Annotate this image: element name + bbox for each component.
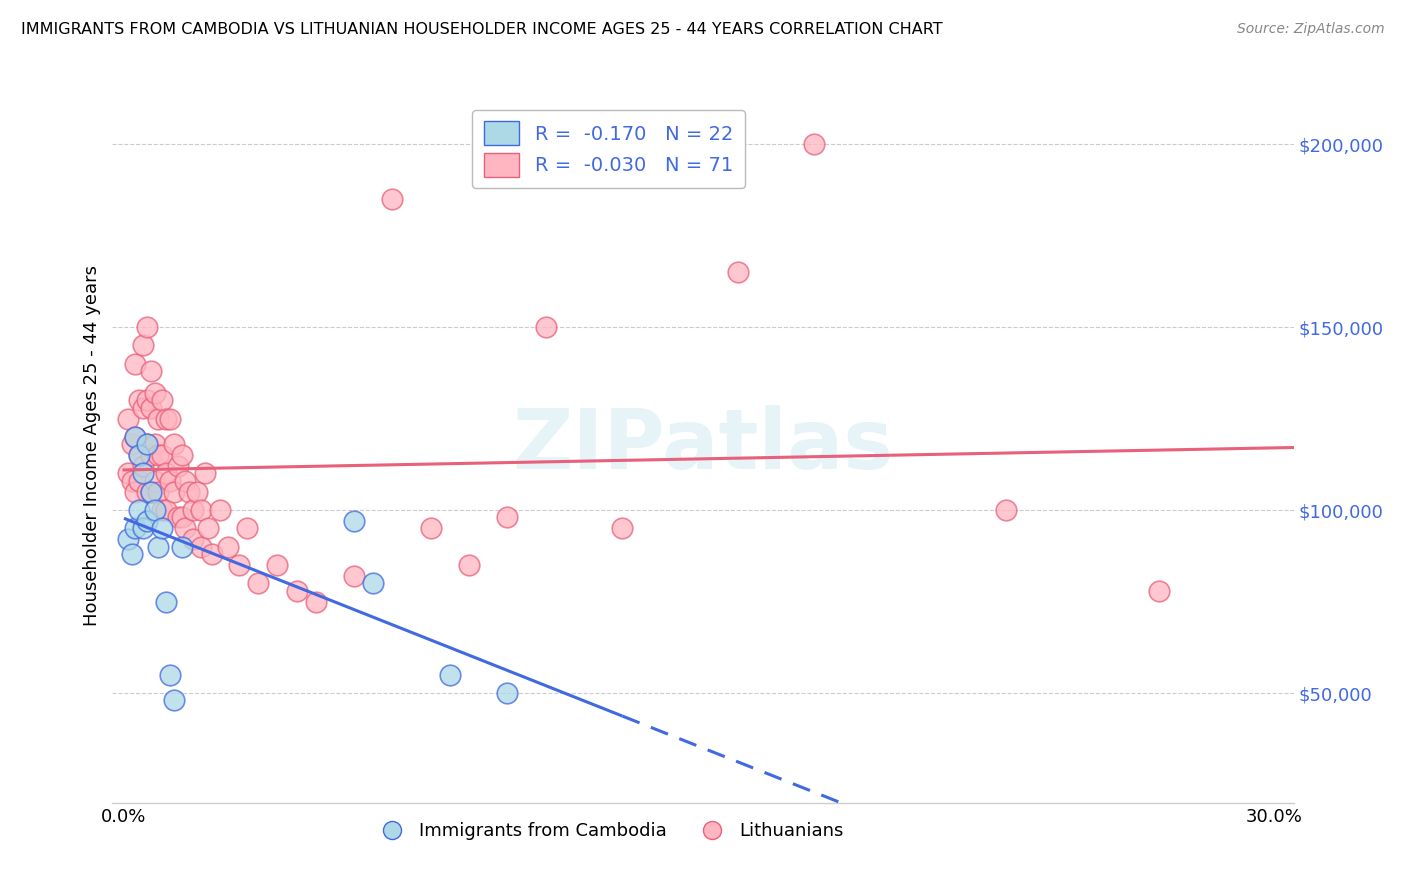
Point [197, 521, 219, 535]
Point [193, 467, 215, 481]
Point [136, 484, 159, 499]
Point [155, 594, 177, 608]
Point [181, 533, 204, 547]
Text: Source: ZipAtlas.com: Source: ZipAtlas.com [1237, 22, 1385, 37]
Point [124, 357, 146, 371]
Point [343, 514, 366, 528]
Point [170, 540, 193, 554]
Point [150, 448, 173, 462]
Point [496, 686, 519, 700]
Point [128, 393, 150, 408]
Point [139, 484, 162, 499]
Point [148, 540, 170, 554]
Point [181, 503, 204, 517]
Point [128, 474, 150, 488]
Point [150, 521, 173, 535]
Point [139, 484, 162, 499]
Point [266, 558, 288, 572]
Point [136, 393, 159, 408]
Point [128, 448, 150, 462]
Point [163, 437, 186, 451]
Point [166, 459, 188, 474]
Point [143, 474, 166, 488]
Point [139, 364, 162, 378]
Point [155, 467, 177, 481]
Point [166, 510, 188, 524]
Point [163, 693, 186, 707]
Point [159, 474, 181, 488]
Point [201, 547, 224, 561]
Point [170, 510, 193, 524]
Point [132, 338, 155, 352]
Point [235, 521, 257, 535]
Point [247, 576, 270, 591]
Point [803, 137, 825, 152]
Point [124, 430, 146, 444]
Point [121, 547, 143, 561]
Point [117, 467, 139, 481]
Point [217, 540, 239, 554]
Point [143, 503, 166, 517]
Point [534, 320, 557, 334]
Point [132, 467, 155, 481]
Point [343, 569, 366, 583]
Point [128, 503, 150, 517]
Point [136, 437, 159, 451]
Point [208, 503, 231, 517]
Point [136, 437, 159, 451]
Point [143, 437, 166, 451]
Point [727, 265, 749, 279]
Point [139, 448, 162, 462]
Point [121, 474, 143, 488]
Point [117, 533, 139, 547]
Point [148, 411, 170, 425]
Point [139, 401, 162, 415]
Point [150, 503, 173, 517]
Point [186, 484, 208, 499]
Point [143, 386, 166, 401]
Point [124, 484, 146, 499]
Point [458, 558, 481, 572]
Point [170, 448, 193, 462]
Point [305, 594, 328, 608]
Point [121, 437, 143, 451]
Point [361, 576, 384, 591]
Point [132, 521, 155, 535]
Point [174, 521, 197, 535]
Point [155, 503, 177, 517]
Point [159, 667, 181, 681]
Point [124, 521, 146, 535]
Y-axis label: Householder Income Ages 25 - 44 years: Householder Income Ages 25 - 44 years [83, 266, 101, 626]
Point [132, 459, 155, 474]
Point [124, 430, 146, 444]
Point [179, 484, 201, 499]
Point [1149, 583, 1171, 598]
Point [163, 484, 186, 499]
Point [174, 474, 197, 488]
Point [381, 192, 404, 206]
Point [285, 583, 308, 598]
Point [117, 411, 139, 425]
Point [150, 393, 173, 408]
Point [612, 521, 634, 535]
Point [155, 411, 177, 425]
Point [159, 411, 181, 425]
Text: IMMIGRANTS FROM CAMBODIA VS LITHUANIAN HOUSEHOLDER INCOME AGES 25 - 44 YEARS COR: IMMIGRANTS FROM CAMBODIA VS LITHUANIAN H… [21, 22, 942, 37]
Point [136, 514, 159, 528]
Text: ZIPatlas: ZIPatlas [513, 406, 893, 486]
Point [994, 503, 1017, 517]
Point [136, 320, 159, 334]
Legend: Immigrants from Cambodia, Lithuanians: Immigrants from Cambodia, Lithuanians [367, 815, 851, 847]
Point [128, 448, 150, 462]
Point [190, 503, 212, 517]
Point [496, 510, 519, 524]
Point [190, 540, 212, 554]
Point [228, 558, 250, 572]
Point [148, 448, 170, 462]
Point [148, 484, 170, 499]
Point [419, 521, 441, 535]
Point [132, 401, 155, 415]
Point [439, 667, 461, 681]
